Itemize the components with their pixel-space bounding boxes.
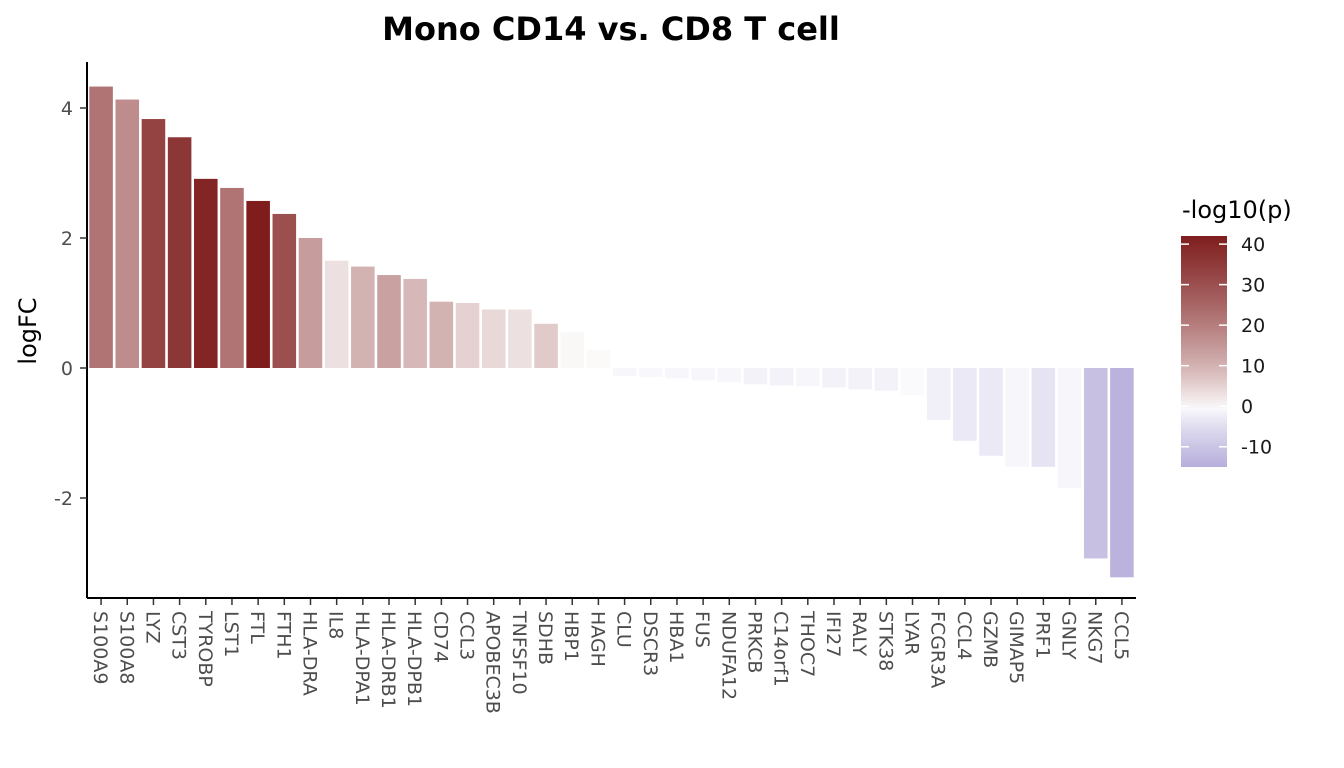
legend-tick-label: -10 [1241, 437, 1272, 459]
legend-title: -log10(p) [1182, 196, 1292, 224]
legend-tick-label: 20 [1241, 315, 1265, 337]
bar-prf1 [1031, 368, 1056, 467]
x-tick-label: FTL [246, 611, 268, 644]
y-axis-label: logFC [14, 297, 42, 364]
x-tick-label: PRKCB [743, 611, 765, 673]
x-tick-label: CCL3 [456, 611, 478, 660]
x-tick-label: IFI27 [822, 611, 844, 657]
bar-raly [848, 368, 872, 390]
x-tick-label: RALY [848, 611, 870, 656]
x-tick-label: HLA-DRB1 [377, 611, 399, 709]
bar-ftl [246, 200, 270, 368]
x-tick-label: FTH1 [272, 611, 294, 660]
bar-nkg7 [1083, 368, 1108, 559]
bar-fth1 [272, 213, 297, 368]
x-tick-label: HAGH [586, 611, 608, 667]
x-tick-label: FUS [691, 611, 713, 648]
x-tick-label: S100A9 [89, 611, 111, 684]
bar-hba1 [665, 368, 689, 379]
x-tick-label: IL8 [325, 611, 347, 639]
bar-thoc7 [796, 368, 820, 387]
bar-hla-dra [298, 238, 323, 368]
x-tick-label: APOBEC3B [482, 611, 504, 714]
x-tick-label: DSCR3 [639, 611, 661, 676]
chart-title: Mono CD14 vs. CD8 T cell [382, 10, 840, 48]
bar-cst3 [167, 137, 192, 368]
x-tick-label: THOC7 [796, 610, 818, 677]
x-tick-label: CLU [613, 611, 635, 648]
x-tick-label: HLA-DRA [298, 611, 320, 696]
color-legend: -log10(p) 40 30 20 10 0 -10 [1181, 196, 1292, 467]
x-tick-label: S100A8 [115, 611, 137, 684]
x-tick-label: FCGR3A [927, 611, 949, 688]
x-tick-label: GIMAP5 [1005, 611, 1027, 684]
bar-ifi27 [822, 368, 846, 388]
bar-hla-drb1 [377, 275, 401, 368]
x-tick-label: NKG7 [1084, 611, 1106, 664]
x-tick-label: LYZ [141, 611, 163, 644]
x-tick-label: C14orf1 [770, 611, 792, 687]
bar-ndufa12 [717, 368, 742, 383]
y-tick-label: -2 [54, 488, 73, 510]
plot-area: S100A9 S100A8 LYZ CST3 TYROBP LST1 FTL FTH1 HLA-… [54, 62, 1136, 714]
bar-gimap5 [1005, 368, 1029, 467]
legend-tick-label: 30 [1241, 275, 1265, 297]
x-tick-label: CD74 [429, 611, 451, 663]
x-tick-label: SDHB [534, 611, 556, 665]
y-tick-label: 4 [61, 98, 73, 120]
bar-lyar [900, 368, 925, 396]
bar-gzmb [979, 368, 1003, 456]
x-tick-label: NDUFA12 [717, 611, 739, 700]
legend-colorbar [1181, 236, 1227, 467]
x-tick-label: TYROBP [194, 610, 216, 687]
x-tick-label: HBP1 [560, 611, 582, 662]
bar-ccl3 [455, 303, 480, 368]
bar-hla-dpa1 [351, 266, 375, 368]
bar-gnly [1057, 368, 1082, 489]
bar-sdhb [534, 323, 558, 368]
bar-cd74 [429, 301, 454, 368]
x-tick-label: TNFSF10 [508, 610, 530, 695]
x-tick-label: STK38 [874, 611, 896, 671]
bar-ccl5 [1110, 368, 1134, 578]
x-tick-label: CST3 [168, 611, 190, 660]
legend-tick-label: 10 [1241, 356, 1265, 378]
bar-tyrobp [194, 178, 218, 368]
bar-hbp1 [560, 332, 585, 368]
x-tick-label: HLA-DPA1 [351, 611, 373, 706]
x-tick-label: LYAR [901, 611, 923, 655]
x-tick-label: HBA1 [665, 611, 687, 663]
bar-lyz [141, 119, 166, 368]
legend-tick-label: 0 [1241, 396, 1253, 418]
bar-prkcb [743, 368, 768, 385]
bar-dscr3 [638, 368, 663, 378]
bar-ccl4 [953, 368, 977, 441]
bar-s100a9 [89, 86, 113, 369]
bar-clu [612, 368, 637, 376]
x-tick-label: GNLY [1058, 611, 1080, 660]
x-tick-label: GZMB [979, 611, 1001, 668]
legend-tick-label: 40 [1241, 234, 1265, 256]
x-tick-label: LST1 [220, 611, 242, 657]
bar-s100a8 [115, 99, 140, 369]
bar-fus [691, 368, 715, 381]
y-tick-label: 2 [61, 228, 73, 250]
x-tick-label: PRF1 [1031, 611, 1053, 659]
bar-hla-dpb1 [403, 278, 427, 368]
x-tick-label: CCL5 [1110, 611, 1132, 660]
bar-lst1 [220, 187, 244, 368]
bar-fcgr3a [926, 368, 951, 420]
bar-apobec3b [481, 309, 506, 368]
bar-il8 [324, 260, 349, 368]
bar-hagh [586, 349, 611, 368]
y-tick-label: 0 [61, 358, 73, 380]
x-tick-label: HLA-DPB1 [403, 611, 425, 707]
bar-tnfsf10 [508, 309, 532, 368]
x-tick-label: CCL4 [953, 611, 975, 660]
bar-stk38 [874, 368, 899, 391]
bar-c14orf1 [769, 368, 794, 386]
